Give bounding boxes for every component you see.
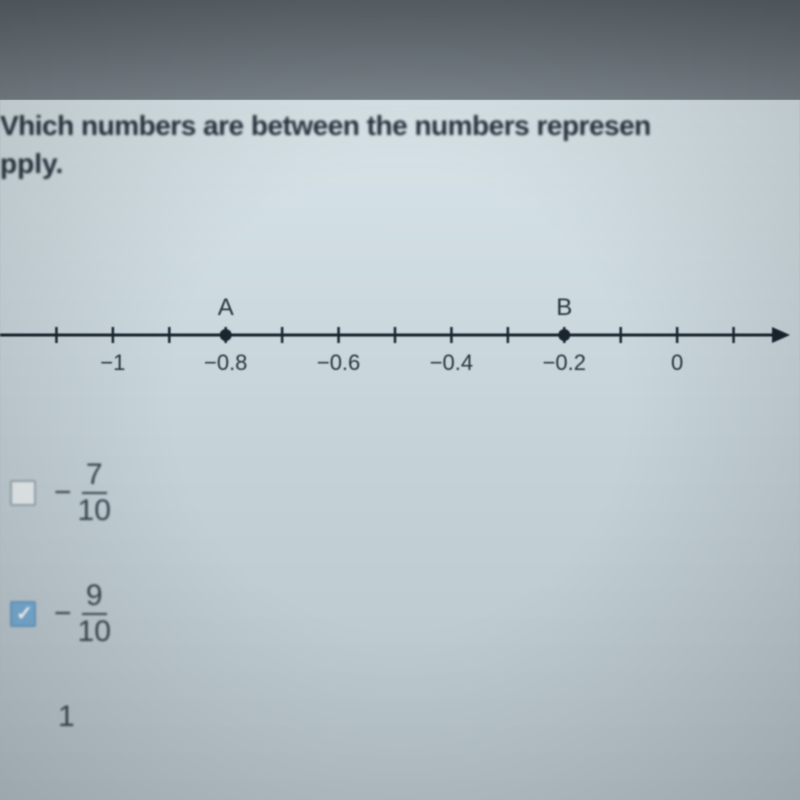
checkbox-option-1[interactable] <box>10 480 36 506</box>
number-line-svg: −1 −0.8 −0.6 −0.4 −0.2 0 A B <box>0 280 800 400</box>
negative-sign: − <box>54 476 72 510</box>
question-line-1: Vhich numbers are between the numbers re… <box>0 110 651 142</box>
answer-options-list: − 7 10 − 9 10 1 <box>10 460 111 734</box>
option-1[interactable]: − 7 10 <box>10 460 111 526</box>
svg-text:−0.8: −0.8 <box>204 350 247 375</box>
svg-text:−0.6: −0.6 <box>317 350 360 375</box>
numerator: 7 <box>82 460 107 494</box>
svg-text:−1: −1 <box>100 350 125 375</box>
svg-text:A: A <box>218 294 234 321</box>
top-bezel <box>0 0 800 100</box>
svg-text:−0.2: −0.2 <box>543 350 586 375</box>
option-2[interactable]: − 9 10 <box>10 581 111 647</box>
negative-sign: − <box>54 597 72 631</box>
checkbox-option-2[interactable] <box>10 601 36 627</box>
fraction-option-1: − 7 10 <box>54 460 111 526</box>
question-line-2: pply. <box>0 148 63 180</box>
screen-content <box>0 100 800 800</box>
option-3[interactable]: 1 <box>10 702 111 734</box>
numerator: 9 <box>82 581 107 615</box>
numerator: 1 <box>54 702 79 734</box>
svg-text:B: B <box>556 294 572 321</box>
fraction-option-2: − 9 10 <box>54 581 111 647</box>
svg-text:0: 0 <box>671 350 683 375</box>
svg-text:−0.4: −0.4 <box>430 350 473 375</box>
denominator: 10 <box>78 494 111 526</box>
fraction-option-3: 1 <box>54 702 79 734</box>
denominator: 10 <box>78 615 111 647</box>
number-line: −1 −0.8 −0.6 −0.4 −0.2 0 A B <box>0 280 800 400</box>
